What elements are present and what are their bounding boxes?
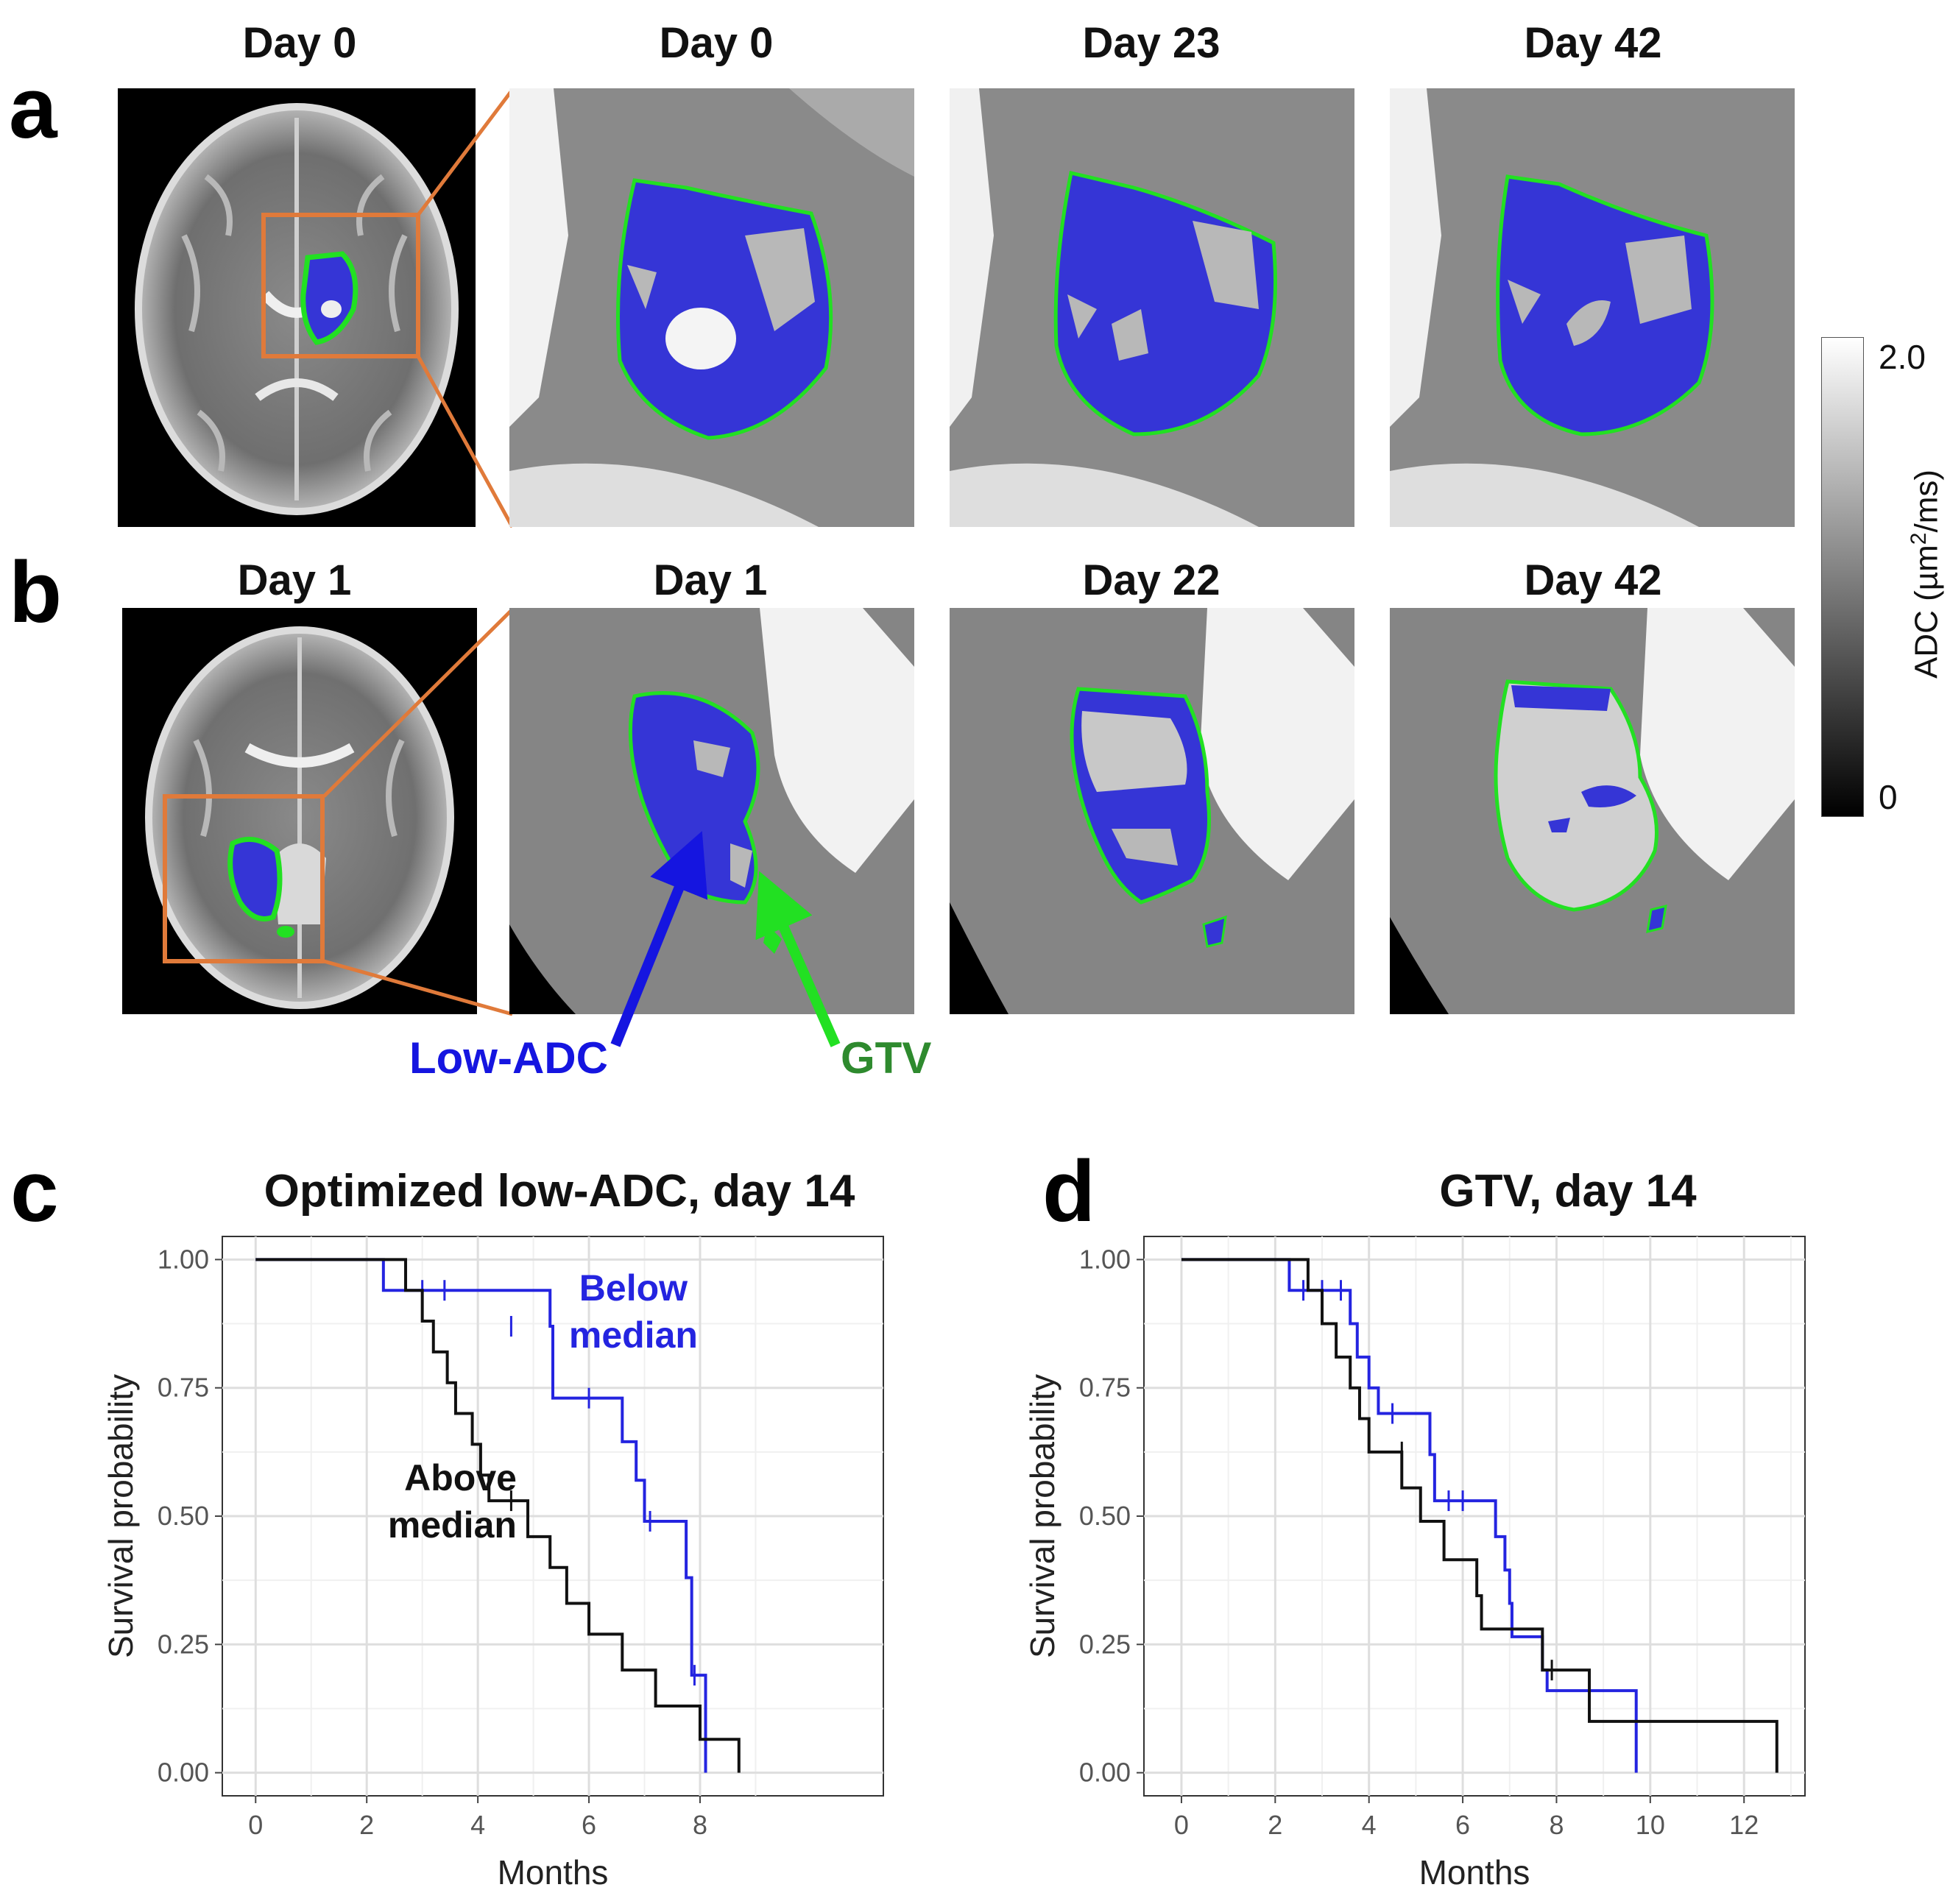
km-c-above-median-label: median — [388, 1504, 517, 1546]
panel-b-annotation-arrows — [610, 831, 841, 1047]
panel-b-label-3: Day 22 — [1082, 556, 1220, 604]
km-c-x-tick-label: 6 — [582, 1810, 596, 1840]
km-c-x-axis-label: Months — [498, 1853, 609, 1891]
km-c-y-tick-label: 0.00 — [158, 1758, 209, 1788]
km-d-y-tick-label: 0.50 — [1079, 1501, 1131, 1531]
km-d-y-axis-label: Survival probability — [1023, 1374, 1061, 1658]
colorbar-max-label: 2.0 — [1879, 338, 1926, 376]
panel-a-zoom-day42 — [1390, 88, 1795, 527]
km-d-series-1-line — [1181, 1258, 1778, 1773]
km-d-x-tick-label: 6 — [1455, 1810, 1470, 1840]
km-c-below-median-label: Below — [579, 1267, 688, 1309]
km-c-x-tick-label: 8 — [693, 1810, 707, 1840]
panel-a-zoom-day0 — [509, 88, 914, 527]
km-c-above-median-label: Above — [404, 1457, 517, 1498]
km-c-y-tick-label: 1.00 — [158, 1244, 209, 1274]
colorbar-title-prefix: ADC (µm — [1908, 545, 1945, 679]
km-d-y-tick-label: 0.75 — [1079, 1373, 1131, 1403]
adc-colorbar — [1821, 337, 1864, 817]
km-d-x-tick-label: 12 — [1729, 1810, 1759, 1840]
panel-letter-d: d — [1042, 1143, 1096, 1240]
panel-b-brain-overview — [122, 608, 477, 1014]
panel-letter-a: a — [9, 60, 57, 157]
km-c-y-axis-label: Survival probability — [102, 1374, 140, 1658]
km-c-x-tick-label: 0 — [248, 1810, 263, 1840]
km-c-x-tick-label: 4 — [470, 1810, 485, 1840]
km-d-x-axis-label: Months — [1419, 1853, 1530, 1891]
km-d-x-tick-label: 8 — [1549, 1810, 1564, 1840]
km-c-x-tick-label: 2 — [359, 1810, 374, 1840]
km-d-y-tick-label: 1.00 — [1079, 1244, 1131, 1274]
km-d-x-tick-label: 0 — [1174, 1810, 1189, 1840]
panel-b-label-2: Day 1 — [653, 556, 768, 604]
panel-a-brain-overview — [118, 88, 476, 527]
km-chart-d: 0 2 4 6 8 10 12 0.00 0.25 0.50 0.75 1.00 Months Survi… — [1023, 1236, 1806, 1891]
colorbar-title: ADC (µm2/ms) — [1907, 456, 1945, 692]
panel-a-label-2: Day 0 — [659, 19, 774, 67]
panel-b-zoom-connector — [322, 608, 514, 1016]
panel-letter-c: c — [10, 1143, 59, 1240]
km-chart-c: 0 2 4 6 8 0.00 0.25 0.50 0.75 1.00 Months Survival … — [102, 1236, 884, 1891]
km-c-y-tick-label: 0.25 — [158, 1629, 209, 1659]
panel-d-title: GTV, day 14 — [1439, 1166, 1697, 1217]
low-adc-label: Low-ADC — [409, 1033, 608, 1083]
km-d-y-tick-label: 0.25 — [1079, 1629, 1131, 1659]
panel-letter-b: b — [9, 544, 63, 641]
km-c-y-tick-label: 0.50 — [158, 1501, 209, 1531]
panel-a-label-3: Day 23 — [1082, 19, 1220, 67]
colorbar-title-sup: 2 — [1907, 532, 1931, 545]
panel-a-zoom-connector — [416, 88, 515, 528]
km-c-series-0-line — [255, 1258, 707, 1773]
km-d-y-tick-label: 0.00 — [1079, 1758, 1131, 1788]
km-c-series-1-line — [255, 1258, 741, 1773]
km-c-y-tick-label: 0.75 — [158, 1373, 209, 1403]
km-c-below-median-label: median — [569, 1314, 698, 1356]
colorbar-title-suffix: /ms) — [1908, 470, 1945, 533]
panel-a-zoom-day23 — [950, 88, 1354, 527]
panel-b-label-1: Day 1 — [237, 556, 352, 604]
panel-b-zoom-day42 — [1390, 608, 1795, 1014]
panel-a-label-1: Day 0 — [242, 19, 357, 67]
panel-b-label-4: Day 42 — [1524, 556, 1662, 604]
panel-a-label-4: Day 42 — [1524, 19, 1662, 67]
gtv-label: GTV — [841, 1033, 932, 1083]
panel-b-zoom-day22 — [950, 608, 1354, 1014]
km-d-x-tick-label: 4 — [1362, 1810, 1377, 1840]
panel-c-title: Optimized low-ADC, day 14 — [264, 1166, 855, 1217]
colorbar-min-label: 0 — [1879, 778, 1898, 816]
km-d-x-tick-label: 2 — [1268, 1810, 1282, 1840]
panel-b-zoom-day1 — [509, 608, 914, 1014]
km-d-x-tick-label: 10 — [1636, 1810, 1665, 1840]
